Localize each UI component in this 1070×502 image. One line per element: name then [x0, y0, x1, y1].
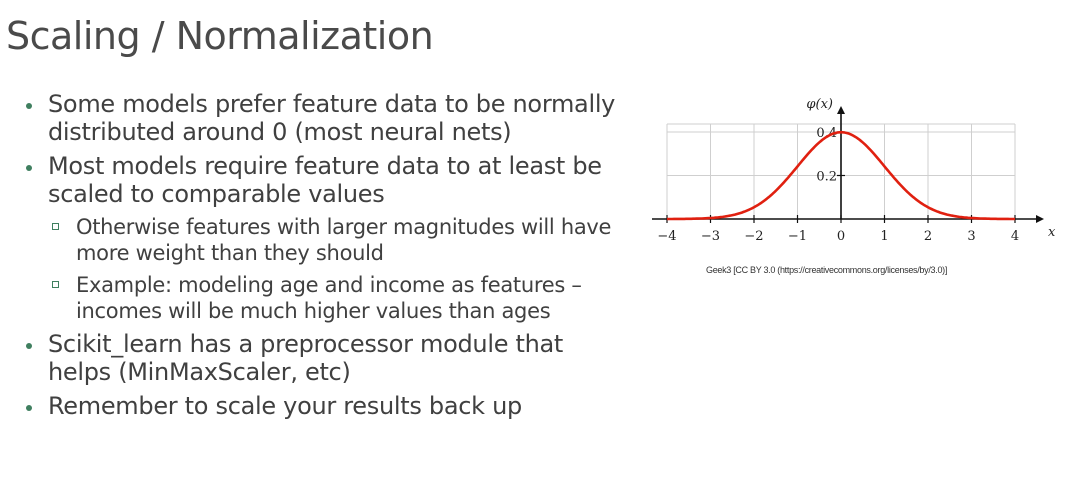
x-axis-label: x [1048, 225, 1056, 240]
x-tick-label: 0 [837, 229, 845, 244]
normal-curve-line [667, 130, 1015, 221]
bullet-item: Scikit_learn has a preprocessor module t… [24, 330, 624, 386]
bullet-dot-icon [26, 165, 32, 171]
bullet-item: Most models require feature data to at l… [24, 152, 624, 208]
bullet-text: Most models require feature data to at l… [48, 152, 602, 208]
sub-bullet-item: Example: modeling age and income as feat… [24, 272, 624, 324]
image-credit: Geek3 [CC BY 3.0 (https://creativecommon… [706, 265, 948, 275]
chart-ticks: −4 −3 −2 −1 0 1 2 3 4 0.2 0.4 [657, 126, 1019, 244]
x-tick-label: 1 [880, 229, 888, 244]
bullet-text: Some models prefer feature data to be no… [48, 90, 616, 146]
y-tick-label: 0.4 [816, 126, 837, 141]
slide-title: Scaling / Normalization [6, 14, 434, 58]
bullet-dot-icon [26, 103, 32, 109]
sub-bullet-square-icon [52, 281, 59, 288]
x-tick-label: −3 [701, 229, 720, 244]
bullet-item: Remember to scale your results back up [24, 392, 624, 420]
x-axis-arrow-icon [1036, 215, 1044, 223]
sub-bullet-text: Example: modeling age and income as feat… [76, 273, 582, 323]
bullet-list: Some models prefer feature data to be no… [24, 90, 624, 426]
y-axis-arrow-icon [837, 106, 845, 114]
bullet-dot-icon [26, 405, 32, 411]
sub-bullet-text: Otherwise features with larger magnitude… [76, 215, 612, 265]
bullet-text: Scikit_learn has a preprocessor module t… [48, 330, 564, 386]
sub-bullet-item: Otherwise features with larger magnitude… [24, 214, 624, 266]
x-tick-label: −4 [657, 229, 676, 244]
x-tick-label: −2 [744, 229, 763, 244]
x-tick-label: −1 [788, 229, 807, 244]
sub-bullet-square-icon [52, 223, 59, 230]
bullet-text: Remember to scale your results back up [48, 392, 522, 420]
y-axis-label: φ(x) [806, 97, 833, 112]
normal-distribution-chart: −4 −3 −2 −1 0 1 2 3 4 0.2 0.4 x φ(x) [640, 88, 1060, 253]
x-tick-label: 4 [1011, 229, 1019, 244]
chart-svg: −4 −3 −2 −1 0 1 2 3 4 0.2 0.4 x φ(x) [652, 97, 1056, 244]
x-tick-label: 3 [967, 229, 975, 244]
x-tick-label: 2 [924, 229, 932, 244]
y-tick-label: 0.2 [816, 170, 837, 185]
bullet-item: Some models prefer feature data to be no… [24, 90, 624, 146]
bullet-dot-icon [26, 343, 32, 349]
